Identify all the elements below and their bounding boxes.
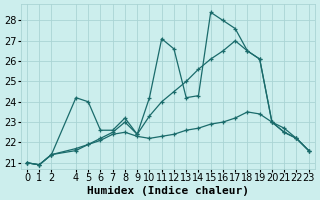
- X-axis label: Humidex (Indice chaleur): Humidex (Indice chaleur): [87, 186, 249, 196]
